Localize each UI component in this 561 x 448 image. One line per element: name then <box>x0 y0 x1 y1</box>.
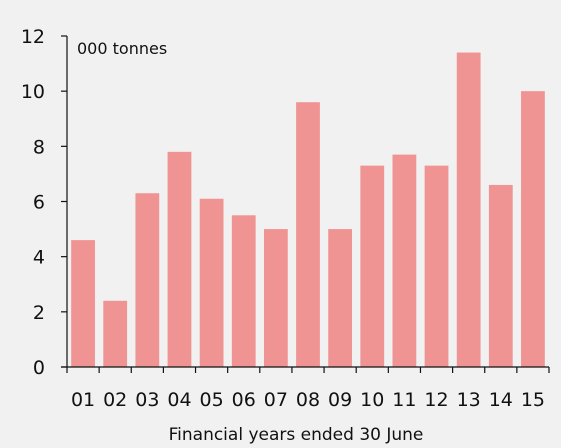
bar-06 <box>231 215 256 367</box>
x-tick-label: 09 <box>328 389 352 411</box>
bar-13 <box>456 52 481 368</box>
y-tick-label: 4 <box>33 247 45 269</box>
y-tick-label: 12 <box>21 26 45 48</box>
y-tick-label: 6 <box>33 192 45 214</box>
bar-14 <box>488 184 513 367</box>
bar-05 <box>199 198 224 367</box>
x-axis-title: Financial years ended 30 June <box>169 425 424 445</box>
unit-label: 000 tonnes <box>77 39 167 58</box>
bar-15 <box>521 91 545 368</box>
x-tick-label: 11 <box>392 389 416 411</box>
x-tick-label: 14 <box>489 389 513 411</box>
bar-03 <box>135 193 160 367</box>
bar-01 <box>71 240 95 367</box>
y-ticks-group: 0 2 4 6 8 10 12 <box>21 26 67 379</box>
bar-07 <box>263 229 288 367</box>
x-tick-label: 05 <box>200 389 224 411</box>
x-tick-label: 12 <box>424 389 448 411</box>
x-tick-label: 04 <box>167 389 191 411</box>
x-tick-label: 13 <box>457 389 481 411</box>
bar-09 <box>328 229 353 367</box>
bar-04 <box>167 151 192 367</box>
bar-12 <box>424 165 449 367</box>
bars-group <box>71 52 545 368</box>
x-tick-label: 10 <box>360 389 384 411</box>
x-tick-label: 02 <box>103 389 127 411</box>
x-tick-label: 08 <box>296 389 320 411</box>
y-tick-label: 2 <box>33 302 45 324</box>
x-tick-label: 06 <box>232 389 256 411</box>
x-tick-label: 03 <box>135 389 159 411</box>
x-tick-label: 01 <box>71 389 95 411</box>
bar-11 <box>392 154 417 367</box>
bar-08 <box>296 102 320 367</box>
bar-10 <box>360 165 385 367</box>
x-ticks-group: 01 02 03 04 05 06 07 08 09 10 11 12 13 14 15 <box>71 367 550 411</box>
y-tick-label: 0 <box>33 357 45 379</box>
x-tick-label: 15 <box>521 389 545 411</box>
x-tick-label: 07 <box>264 389 288 411</box>
bar-02 <box>103 300 128 367</box>
y-tick-label: 10 <box>21 81 45 103</box>
y-tick-label: 8 <box>33 136 45 158</box>
